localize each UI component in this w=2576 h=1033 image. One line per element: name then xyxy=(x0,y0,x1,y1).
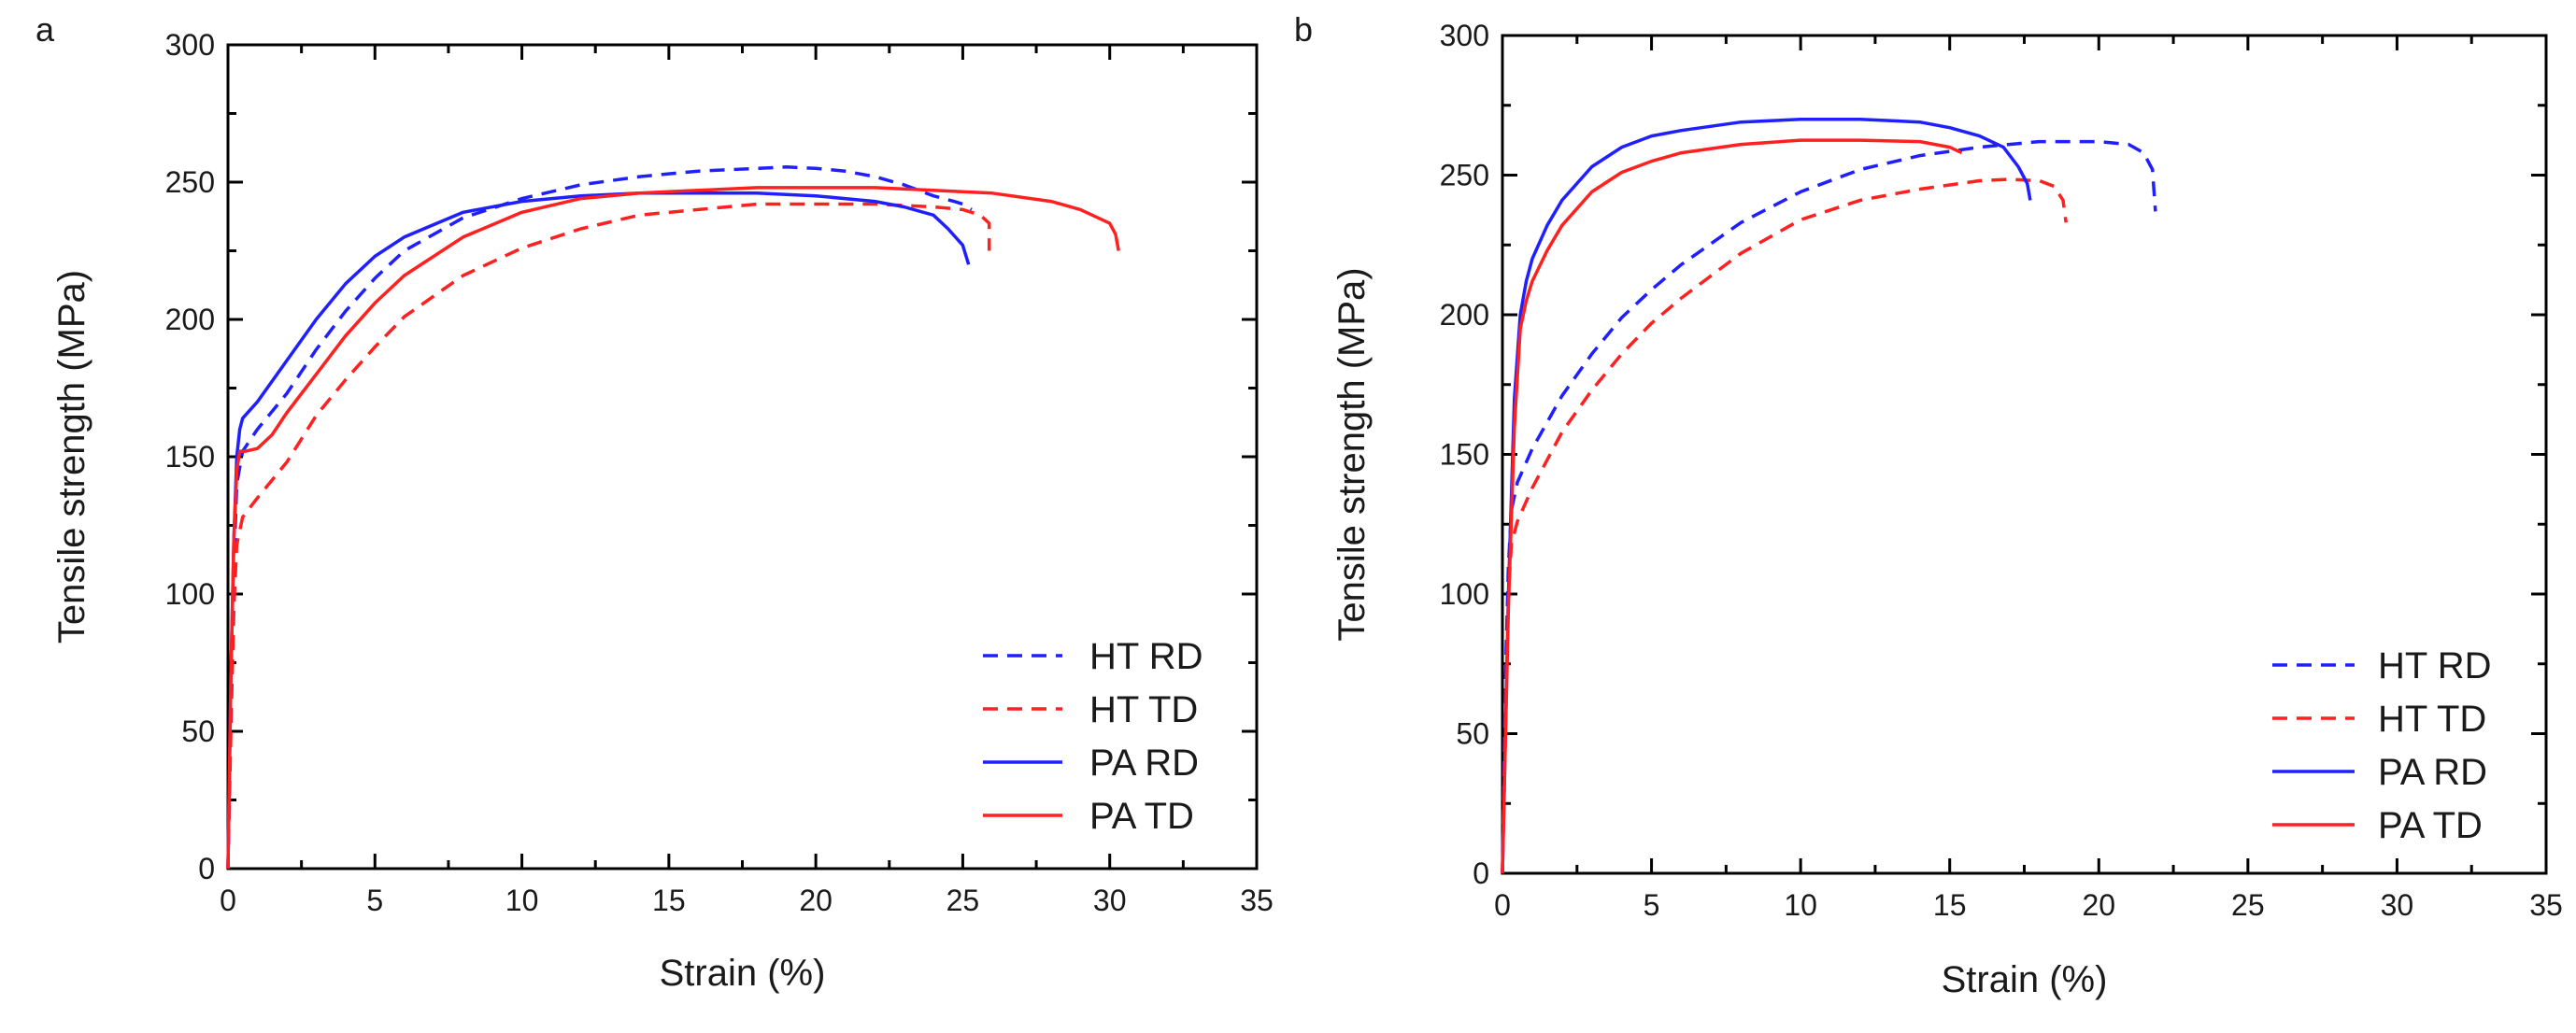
x-tick-label: 10 xyxy=(1784,888,1817,922)
series-line-ht-rd xyxy=(226,165,973,870)
x-tick-label: 35 xyxy=(1240,884,1274,917)
y-axis-title: Tensile strength (MPa) xyxy=(51,270,93,644)
x-tick-label: 5 xyxy=(366,884,383,917)
y-tick-label: 200 xyxy=(1440,298,1489,332)
series-line-pa-td xyxy=(226,186,1120,870)
x-tick-label: 0 xyxy=(220,884,236,917)
x-tick-label: 25 xyxy=(946,884,980,917)
legend: HT RD HT TD PA RD PA TD xyxy=(983,636,1203,837)
panel-label: b xyxy=(1294,10,1313,49)
panel-label: a xyxy=(36,10,55,49)
x-tick-label: 5 xyxy=(1644,888,1660,922)
x-tick-label: 0 xyxy=(1494,888,1511,922)
legend-label: HT RD xyxy=(1089,636,1203,677)
x-tick-label: 30 xyxy=(1093,884,1127,917)
series-line-pa-rd xyxy=(1501,117,2032,874)
x-tick-label: 15 xyxy=(652,884,686,917)
x-tick-label: 30 xyxy=(2381,888,2414,922)
legend-label: PA RD xyxy=(1089,743,1199,784)
y-axis-title: Tensile strength (MPa) xyxy=(1331,267,1373,641)
x-tick-label: 25 xyxy=(2231,888,2265,922)
legend: HT RD HT TD PA RD PA TD xyxy=(2272,645,2491,846)
y-tick-label: 100 xyxy=(165,577,215,611)
x-tick-label: 10 xyxy=(505,884,539,917)
series-line-ht-rd xyxy=(1501,139,2157,874)
series-line-pa-rd xyxy=(226,191,971,870)
legend-label: HT RD xyxy=(2378,645,2491,686)
y-tick-label: 0 xyxy=(1473,856,1489,890)
legend-label: PA RD xyxy=(2378,752,2487,793)
y-tick-label: 250 xyxy=(1440,159,1489,192)
series-line-pa-td xyxy=(1501,138,1963,874)
y-tick-label: 300 xyxy=(1440,19,1489,52)
y-tick-label: 300 xyxy=(165,28,215,62)
y-tick-label: 150 xyxy=(1440,438,1489,472)
y-tick-label: 50 xyxy=(181,715,215,748)
x-tick-label: 20 xyxy=(799,884,833,917)
y-tick-label: 250 xyxy=(165,165,215,199)
x-axis-title: Strain (%) xyxy=(1942,959,2108,1000)
x-tick-label: 15 xyxy=(1933,888,1967,922)
panel-b: b 0 5 10 15 20 25 30 35 0 50 100 150 200 250 300 Strain … xyxy=(1294,10,2563,1000)
plot-frame xyxy=(1501,34,2548,875)
series-line-ht-td xyxy=(1501,177,2068,874)
legend-label: PA TD xyxy=(2378,805,2483,846)
x-tick-label: 20 xyxy=(2082,888,2115,922)
y-tick-label: 50 xyxy=(1456,717,1489,751)
panel-a: a 0 5 10 15 20 25 30 35 0 50 100 150 200 250 300 Strain … xyxy=(36,10,1274,994)
y-tick-label: 100 xyxy=(1440,577,1489,611)
x-tick-label: 35 xyxy=(2529,888,2563,922)
series-line-ht-td xyxy=(226,202,991,870)
x-axis-title: Strain (%) xyxy=(660,953,826,994)
legend-label: HT TD xyxy=(2378,699,2486,740)
legend-label: PA TD xyxy=(1089,796,1194,837)
y-tick-label: 0 xyxy=(198,852,215,885)
legend-label: HT TD xyxy=(1089,689,1198,730)
y-tick-label: 150 xyxy=(165,440,215,474)
y-tick-label: 200 xyxy=(165,303,215,336)
